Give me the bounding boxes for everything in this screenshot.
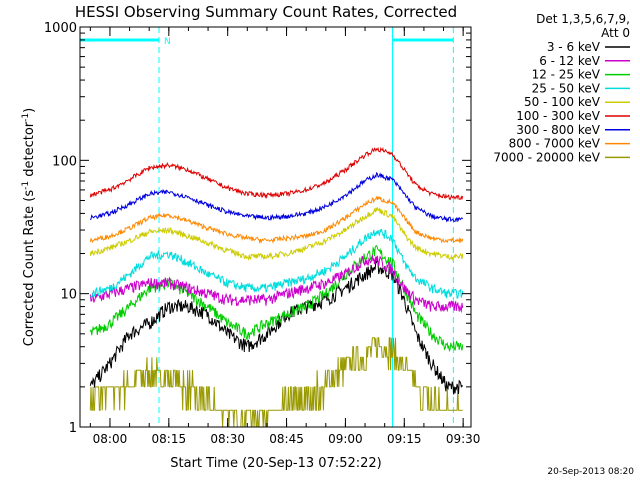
legend-label: 7000 - 20000 keV (493, 150, 600, 164)
x-tick-label: 09:30 (446, 432, 481, 446)
y-axis-label-mid: detector (22, 121, 37, 181)
x-axis-label: Start Time (20-Sep-13 07:52:22) (170, 456, 381, 471)
y-tick-label: 1 (69, 421, 77, 436)
y-axis-label-end: ) (22, 108, 37, 113)
series-line-800-7000keV (89, 195, 464, 245)
y-tick-label: 1000 (44, 21, 77, 36)
y-axis-label: Corrected Count Rate (s-1 detector-1) (21, 108, 37, 346)
y-axis-ticks: 1 10 100 1000 (44, 21, 471, 436)
y-axis-label-sup1: -1 (21, 181, 31, 190)
plot-timestamp: 20-Sep-2013 08:20 (547, 467, 634, 477)
legend-header-line1: Det 1,3,5,6,7,9, (536, 12, 630, 26)
legend-label: 3 - 6 keV (547, 40, 601, 54)
series-line-100-300keV (89, 146, 464, 201)
legend-label: 800 - 7000 keV (509, 137, 601, 151)
x-axis-ticks: 08:00 08:15 08:30 08:45 09:00 09:15 09:30 (89, 27, 481, 446)
y-axis-label-main: Corrected Count Rate (s (22, 190, 37, 347)
y-tick-label: 100 (52, 154, 77, 169)
series-line-50-100keV (89, 207, 464, 262)
series-line-12-25keV (89, 245, 464, 353)
x-tick-label: 08:45 (269, 432, 304, 446)
legend-label: 100 - 300 keV (516, 109, 600, 123)
legend-header-line2: Att 0 (601, 26, 630, 40)
series-line-25-50keV (90, 228, 464, 299)
legend-label: 25 - 50 keV (532, 81, 601, 95)
series-line-6-12keV (89, 254, 464, 314)
chart-title: HESSI Observing Summary Count Rates, Cor… (75, 3, 457, 21)
night-flag-label: N (164, 37, 171, 47)
series-line-3-6keV (89, 259, 464, 395)
y-axis-label-sup2: -1 (21, 113, 31, 122)
x-tick-label: 08:30 (210, 432, 245, 446)
x-tick-label: 08:00 (93, 432, 128, 446)
legend-label: 50 - 100 keV (524, 95, 601, 109)
plot-area: N (80, 27, 464, 428)
y-tick-label: 10 (60, 288, 77, 303)
legend-label: 12 - 25 keV (532, 68, 601, 82)
x-tick-label: 08:15 (152, 432, 187, 446)
plot-frame (79, 26, 472, 428)
series-line-7000-20000keV (89, 337, 463, 428)
series-line-300-800keV (89, 171, 464, 223)
x-tick-label: 09:15 (387, 432, 422, 446)
legend-label: 300 - 800 keV (516, 123, 600, 137)
legend-label: 6 - 12 keV (539, 54, 601, 68)
x-tick-label: 09:00 (328, 432, 363, 446)
